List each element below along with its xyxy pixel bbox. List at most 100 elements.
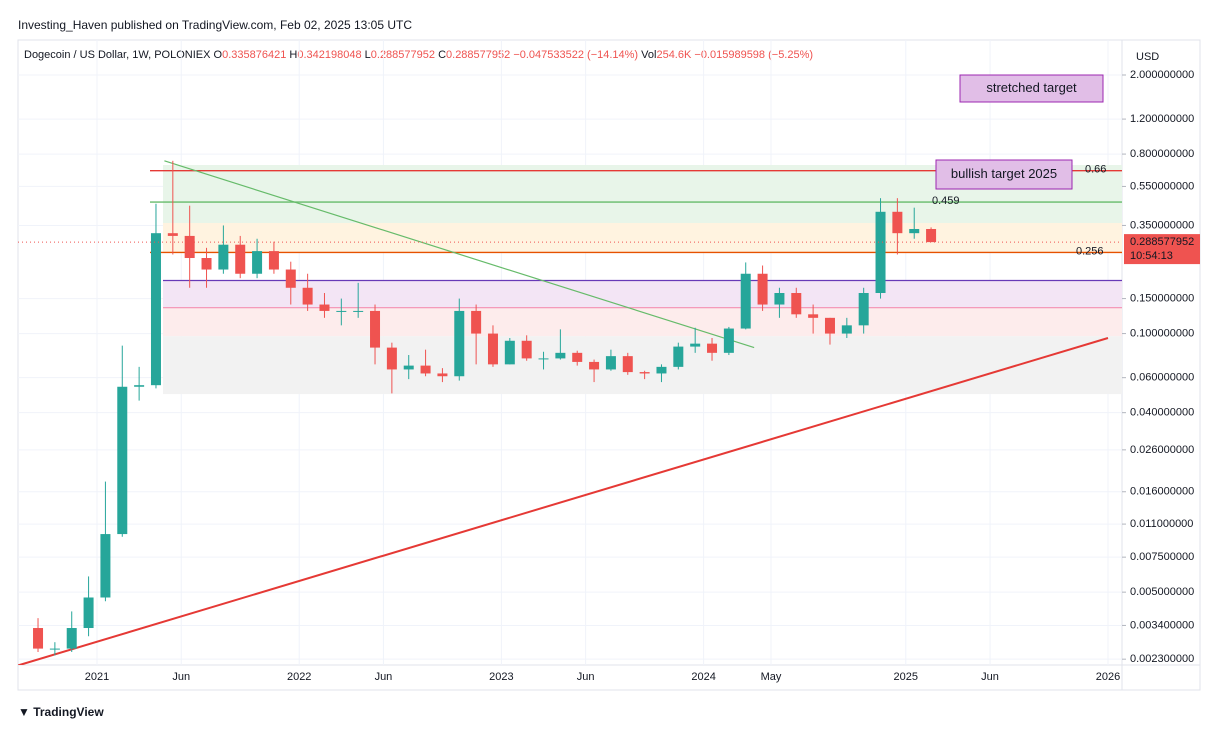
volume: 254.6K	[656, 49, 692, 61]
y-tick-label: 0.550000000	[1130, 180, 1194, 192]
fib-label: 0.66	[1085, 164, 1106, 176]
candle-body	[218, 244, 229, 270]
x-tick-label: 2021	[85, 671, 109, 683]
candle-body	[673, 346, 684, 367]
candle-body	[824, 317, 835, 334]
candle-body	[723, 328, 734, 353]
candle-body	[252, 251, 263, 274]
candle-body	[336, 310, 347, 312]
plot	[18, 40, 1122, 665]
y-tick-label: 0.800000000	[1130, 148, 1194, 160]
y-tick-label: 0.016000000	[1130, 486, 1194, 498]
countdown: 10:54:13	[1130, 250, 1173, 262]
candle-body	[858, 293, 869, 326]
candle-body	[167, 233, 178, 236]
annotation-box	[959, 74, 1104, 103]
publisher: Investing_Haven published on TradingView…	[18, 18, 413, 32]
candle-body	[487, 333, 498, 365]
y-tick-label: 0.002300000	[1130, 653, 1194, 665]
candle-body	[605, 356, 616, 370]
x-tick-label: Jun	[375, 671, 393, 683]
candle-body	[740, 273, 751, 329]
candle-body	[403, 365, 414, 370]
annotation-box	[935, 159, 1073, 190]
candle-body	[909, 228, 920, 234]
candle-body	[707, 343, 718, 353]
y-tick-label: 0.011000000	[1130, 518, 1193, 530]
candle-body	[690, 343, 701, 347]
x-tick-label: 2025	[894, 671, 918, 683]
volume-change: −0.015989598 (−5.25%)	[694, 49, 814, 61]
candle-body	[285, 269, 296, 288]
brand: ▼ TradingView	[18, 705, 104, 719]
candle-body	[437, 373, 448, 377]
candle-body	[471, 310, 482, 334]
candle-body	[622, 356, 633, 373]
candle-body	[201, 258, 212, 270]
y-tick-label: 0.100000000	[1130, 327, 1194, 339]
candle-body	[589, 361, 600, 370]
ohlc-label: H	[289, 49, 298, 61]
candle-body	[521, 340, 532, 359]
x-tick-label: Jun	[577, 671, 595, 683]
candle-body	[235, 244, 246, 274]
candle-body	[319, 304, 330, 311]
ohlc-label: O	[213, 49, 223, 61]
candle-body	[808, 314, 819, 318]
candle-body	[117, 386, 128, 535]
fib-label: 0.256	[1076, 245, 1104, 257]
currency: USD	[1136, 51, 1159, 63]
ohlc-value: 0.335876421	[222, 49, 287, 61]
ohlc-label: L	[364, 49, 371, 61]
candle-body	[66, 628, 77, 649]
brand-text: TradingView	[33, 705, 104, 719]
candle-body	[504, 340, 515, 365]
ohlc-value: 0.288577952	[370, 49, 435, 61]
x-tick-label: 2022	[287, 671, 311, 683]
legend-header: Dogecoin / US Dollar, 1W, POLONIEX O0.33…	[24, 49, 813, 61]
zone	[163, 336, 1122, 395]
candle-body	[639, 372, 650, 374]
ohlc: O0.335876421 H0.342198048 L0.288577952 C…	[214, 49, 514, 61]
x-tick-label: Jun	[172, 671, 190, 683]
symbol: Dogecoin / US Dollar, 1W, POLONIEX	[24, 49, 211, 61]
candle-body	[83, 597, 94, 629]
ohlc-label: C	[438, 49, 447, 61]
candle-body	[353, 310, 364, 312]
x-tick-label: May	[761, 671, 782, 683]
candle-body	[49, 648, 60, 650]
chart: USD 2.000000000 1.200000000 0.800000000 0.5…	[17, 39, 1201, 691]
candle-body	[100, 534, 111, 598]
candle-body	[538, 358, 549, 360]
y-tick-label: 0.026000000	[1130, 444, 1194, 456]
candle-body	[841, 325, 852, 334]
y-tick-label: 0.007500000	[1130, 551, 1194, 563]
candle-body	[33, 628, 44, 649]
ohlc-value: 0.288577952	[446, 49, 511, 61]
trendline	[164, 160, 755, 349]
change: −0.047533522 (−14.14%)	[513, 49, 639, 61]
candle-body	[656, 366, 667, 374]
candle-body	[386, 347, 397, 370]
y-tick-label: 0.060000000	[1130, 372, 1194, 384]
candle-body	[302, 287, 313, 305]
trendline	[18, 337, 1109, 665]
candle-body	[791, 293, 802, 315]
candle-body	[150, 233, 161, 386]
candle-body	[892, 211, 903, 234]
x-tick-label: 2024	[691, 671, 715, 683]
candle-body	[184, 235, 195, 259]
ohlc-value: 0.342198048	[297, 49, 362, 61]
x-tick-label: 2026	[1096, 671, 1120, 683]
volume-label: Vol	[641, 49, 657, 61]
candle-body	[268, 251, 279, 270]
candle-body	[370, 310, 381, 348]
y-tick-label: 0.040000000	[1130, 407, 1194, 419]
candle-body	[555, 352, 566, 359]
x-tick-label: Jun	[981, 671, 999, 683]
candle-body	[420, 365, 431, 374]
y-tick-label: 0.005000000	[1130, 586, 1194, 598]
zone	[163, 280, 1122, 308]
x-tick-label: 2023	[489, 671, 513, 683]
